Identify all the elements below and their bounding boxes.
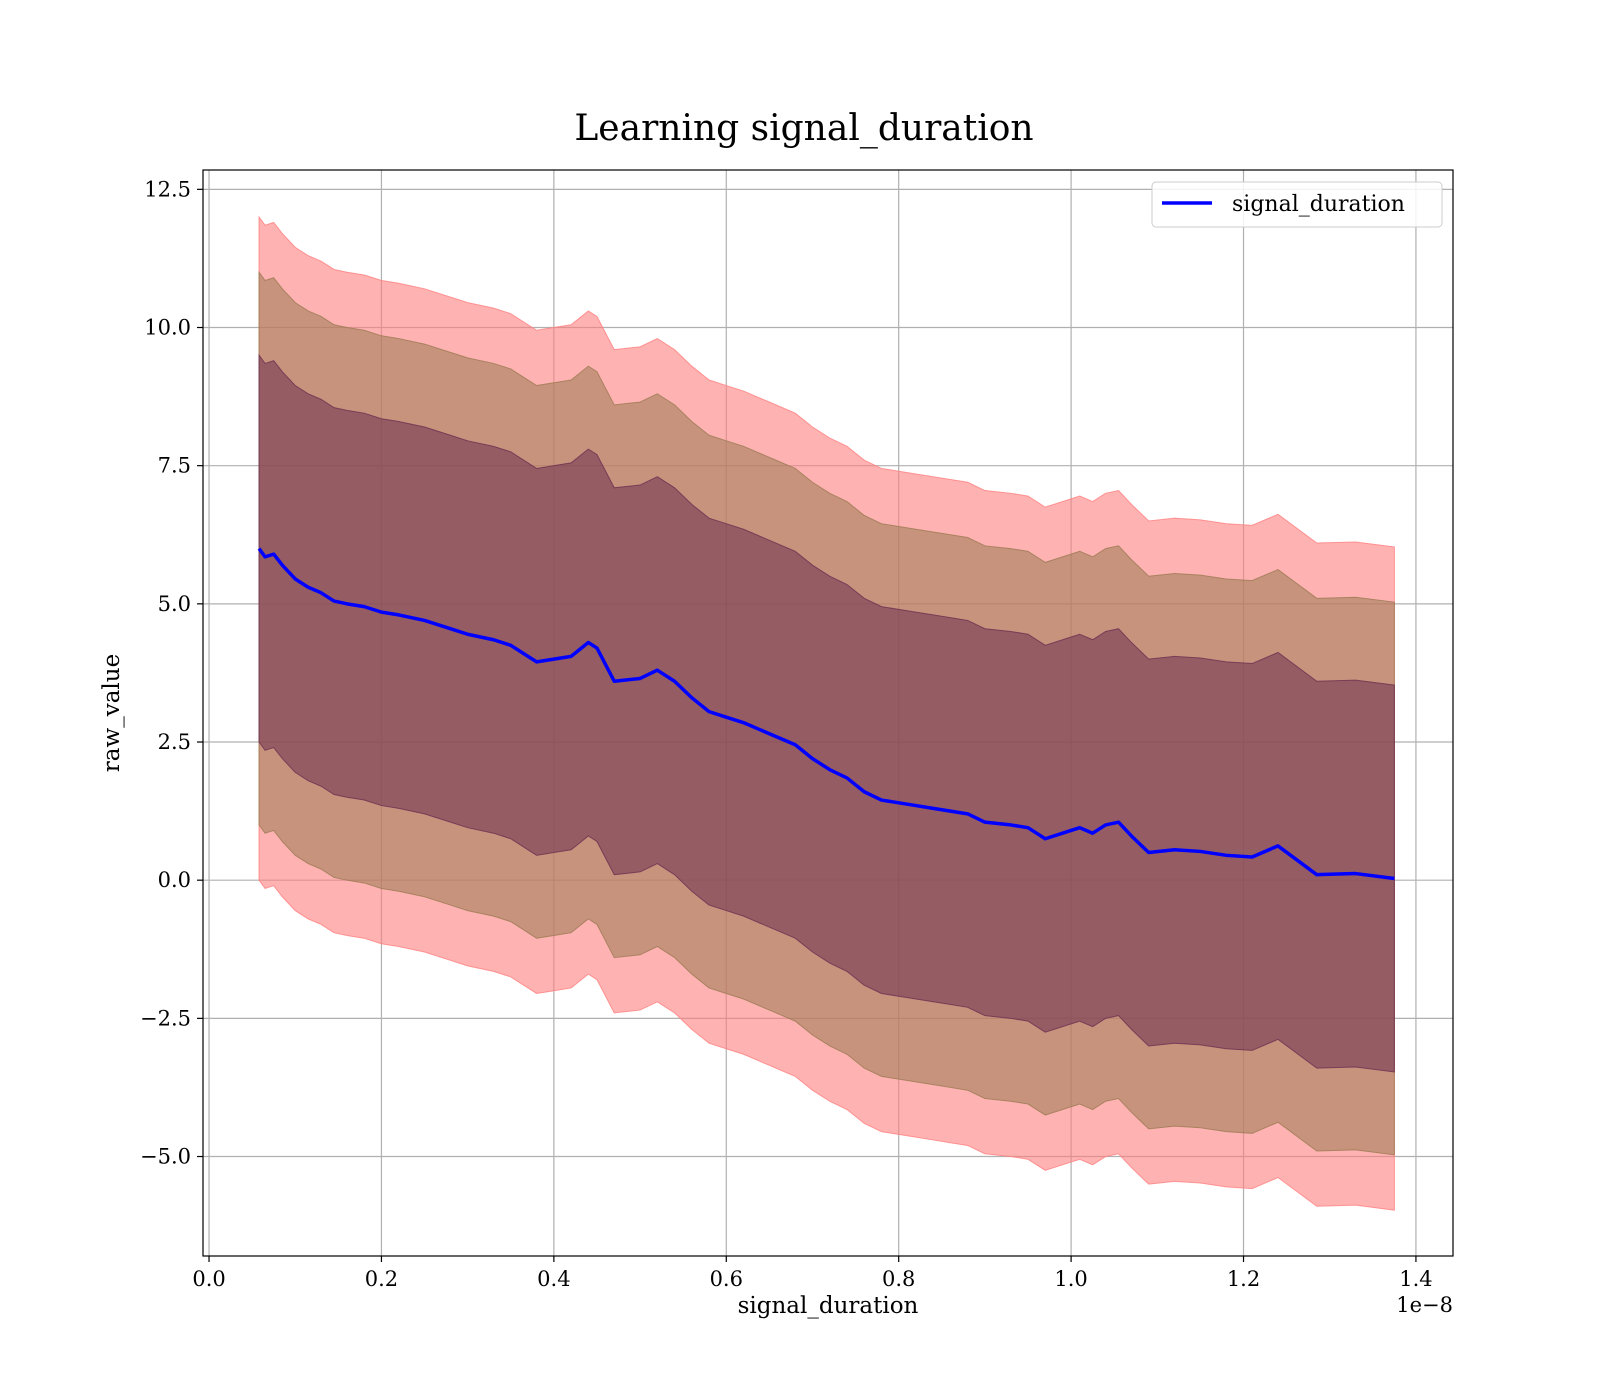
x-tick-label: 1.0 bbox=[1054, 1267, 1087, 1291]
y-tick-label: 10.0 bbox=[144, 316, 191, 340]
plot-frame bbox=[202, 169, 1454, 1257]
y-tick-label: 2.5 bbox=[158, 730, 191, 754]
chart-title: Learning signal_duration bbox=[574, 108, 1033, 149]
legend-box bbox=[1151, 181, 1443, 228]
series-line-signal-duration bbox=[257, 547, 1395, 881]
y-tick-label: 12.5 bbox=[144, 177, 191, 201]
x-tick-label: 0.8 bbox=[882, 1267, 915, 1291]
x-tick-label: 0.4 bbox=[537, 1267, 570, 1291]
line-layer bbox=[257, 547, 1395, 881]
band-layer bbox=[258, 215, 1395, 1211]
confidence-band-3 bbox=[258, 353, 1395, 1073]
y-axis-label: raw_value bbox=[99, 654, 125, 772]
legend: signal_duration bbox=[1151, 181, 1443, 228]
x-axis-offset-label: 1e−8 bbox=[1396, 1293, 1453, 1317]
x-tick-label: 1.4 bbox=[1399, 1267, 1432, 1291]
y-tick-label: 0.0 bbox=[158, 868, 191, 892]
x-axis-label: signal_duration bbox=[738, 1293, 919, 1319]
x-tick-label: 1.2 bbox=[1227, 1267, 1260, 1291]
y-tick-label: 7.5 bbox=[158, 454, 191, 478]
x-tick-label: 0.0 bbox=[192, 1267, 225, 1291]
y-tick-label: 5.0 bbox=[158, 592, 191, 616]
x-tick-label: 0.2 bbox=[365, 1267, 398, 1291]
y-tick-label: −2.5 bbox=[140, 1006, 191, 1030]
legend-label-signal-duration: signal_duration bbox=[1232, 192, 1405, 217]
tick-layer: 0.0 0.2 0.4 0.6 0.8 1.0 1.2 1.4 −5.0 −2.5 0.0 2.5 5.… bbox=[140, 177, 1433, 1291]
x-tick-label: 0.6 bbox=[710, 1267, 743, 1291]
y-tick-label: −5.0 bbox=[140, 1145, 191, 1169]
